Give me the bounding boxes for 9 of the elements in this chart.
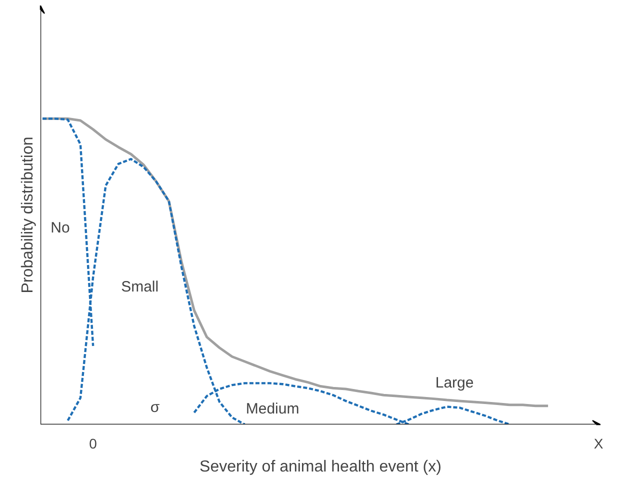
- x-tick-label: 0: [89, 436, 98, 452]
- annotation: σ: [150, 399, 160, 416]
- annotation: Small: [121, 278, 159, 296]
- x-axis-title: Severity of animal health event (x): [200, 458, 442, 476]
- annotation: Large: [435, 374, 474, 392]
- y-axis-title: Probability distribution: [20, 136, 36, 294]
- x-tick-label: X: [594, 436, 604, 452]
- annotation: Medium: [246, 400, 300, 418]
- annotation: No: [50, 219, 70, 236]
